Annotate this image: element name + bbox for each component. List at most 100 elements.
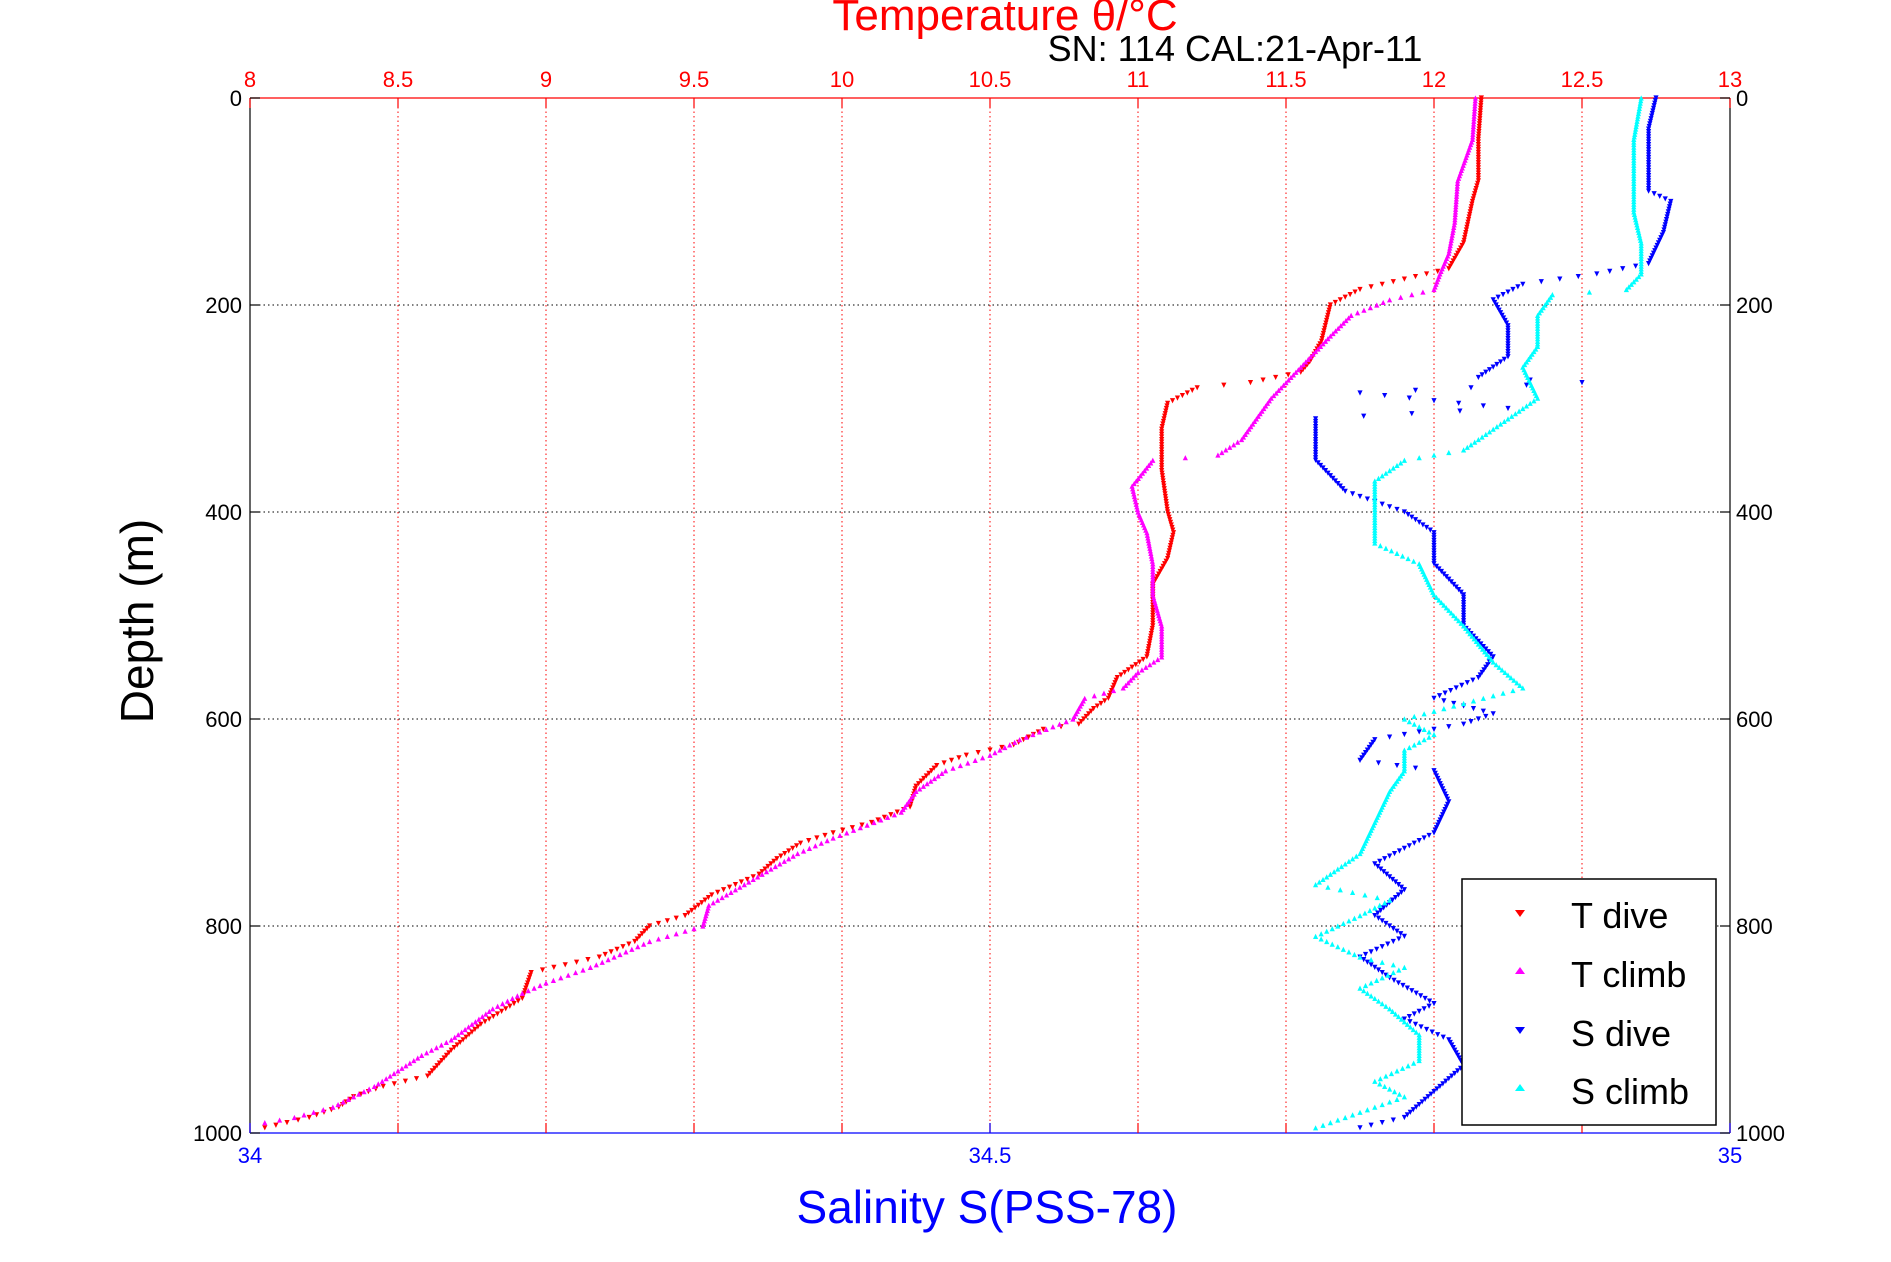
data-point	[1472, 95, 1479, 101]
data-point	[1456, 400, 1462, 406]
data-point	[1468, 442, 1474, 448]
data-point	[1441, 698, 1447, 704]
data-point	[1324, 874, 1330, 880]
tick-label-depth-left: 1000	[193, 1121, 242, 1146]
data-point	[1471, 108, 1478, 114]
legend-item-s-dive: S dive	[1515, 1013, 1671, 1054]
data-point	[1276, 387, 1282, 393]
data-point	[1422, 995, 1428, 1002]
data-point	[1368, 1122, 1374, 1128]
data-point	[1148, 553, 1154, 559]
data-point	[1036, 729, 1043, 735]
data-point	[692, 905, 698, 911]
data-point	[1194, 385, 1200, 391]
data-point	[1421, 726, 1427, 732]
data-point	[1401, 933, 1407, 939]
data-point	[1378, 866, 1384, 872]
data-point	[1390, 938, 1396, 945]
data-point	[1215, 452, 1221, 458]
data-point	[543, 980, 549, 986]
data-point	[762, 866, 768, 872]
data-point	[399, 1065, 405, 1071]
legend-marker-t-dive	[1515, 910, 1525, 917]
tick-label-depth-right: 200	[1736, 293, 1773, 318]
data-point	[1424, 1026, 1430, 1033]
data-point	[320, 1107, 326, 1113]
data-point	[1464, 680, 1470, 686]
data-point	[746, 879, 752, 885]
data-point	[1431, 726, 1437, 732]
data-point	[1410, 1107, 1416, 1113]
data-point	[685, 910, 692, 916]
tick-label-temperature: 8.5	[383, 67, 414, 92]
data-point	[1340, 920, 1346, 927]
data-point	[1399, 1065, 1406, 1071]
data-point	[1399, 553, 1406, 559]
data-point	[635, 944, 641, 950]
data-point	[1401, 845, 1407, 851]
data-point	[1412, 387, 1419, 393]
data-point	[664, 933, 670, 939]
data-point	[340, 1099, 346, 1105]
data-point	[1043, 726, 1049, 732]
data-point	[1421, 835, 1427, 841]
data-point	[1452, 209, 1459, 215]
tick-label-temperature: 11	[1127, 67, 1150, 92]
data-point	[1523, 403, 1530, 409]
data-point	[1189, 387, 1195, 393]
data-point	[1379, 959, 1385, 965]
data-point	[664, 918, 670, 924]
data-point	[840, 827, 846, 833]
data-point	[1475, 436, 1481, 443]
data-point	[1283, 380, 1289, 386]
data-point	[1405, 555, 1411, 562]
data-point	[1498, 421, 1504, 427]
data-point	[1382, 900, 1388, 906]
data-point	[295, 1117, 301, 1123]
data-point	[1357, 985, 1363, 991]
data-point	[1470, 131, 1476, 137]
data-point	[455, 1032, 461, 1038]
data-point	[814, 835, 820, 841]
data-point	[741, 882, 747, 888]
data-point	[1450, 227, 1456, 233]
data-point	[806, 845, 813, 851]
data-point	[881, 814, 888, 820]
data-point	[682, 913, 688, 919]
data-point	[1353, 853, 1359, 859]
data-point	[1531, 398, 1537, 404]
data-point	[1132, 496, 1138, 502]
data-point	[1123, 682, 1129, 688]
data-point	[1146, 462, 1152, 469]
data-point	[1634, 222, 1640, 228]
data-point	[1357, 757, 1363, 763]
data-point	[777, 861, 783, 867]
data-point	[1424, 524, 1430, 531]
data-point	[756, 871, 762, 877]
data-point	[1368, 980, 1374, 986]
data-point	[1426, 832, 1432, 839]
data-point	[1174, 395, 1181, 401]
legend-label-t-climb: T climb	[1571, 954, 1686, 995]
data-point	[1409, 411, 1415, 417]
data-point	[1330, 330, 1336, 337]
data-point	[1483, 431, 1489, 437]
data-point	[1379, 281, 1385, 287]
data-point	[774, 856, 780, 862]
data-point	[1437, 1083, 1443, 1090]
data-point	[1594, 271, 1600, 277]
tick-label-depth-left: 600	[205, 707, 242, 732]
data-point	[1221, 382, 1227, 388]
data-point	[1426, 1003, 1432, 1009]
data-point	[1332, 299, 1338, 306]
data-point	[1387, 297, 1393, 303]
data-point	[709, 892, 715, 898]
data-point	[1308, 354, 1314, 360]
data-point	[1586, 289, 1592, 295]
data-point	[980, 755, 986, 761]
data-point	[1372, 913, 1378, 919]
data-point	[1490, 426, 1496, 432]
data-point	[469, 1021, 475, 1027]
data-point	[465, 1024, 472, 1030]
